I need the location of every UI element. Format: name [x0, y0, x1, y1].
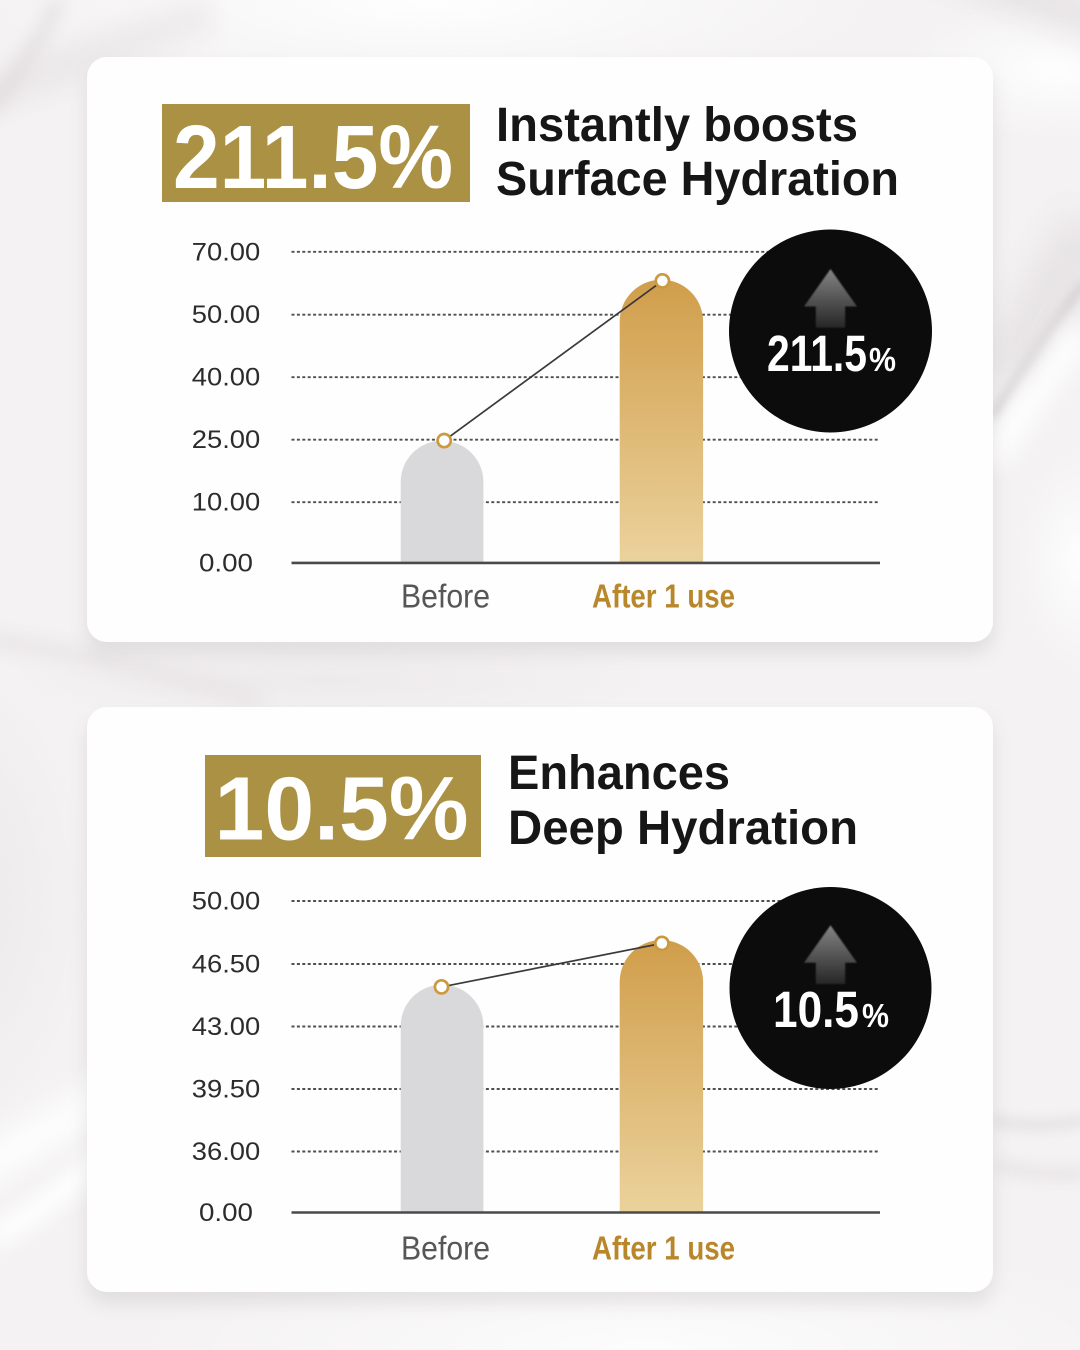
svg-text:211.5%: 211.5%	[173, 108, 453, 208]
svg-text:0.00: 0.00	[199, 549, 253, 577]
svg-text:36.00: 36.00	[192, 1138, 261, 1166]
svg-text:%: %	[862, 997, 889, 1034]
svg-text:40.00: 40.00	[192, 364, 261, 392]
svg-text:Enhances: Enhances	[508, 747, 730, 800]
svg-text:43.00: 43.00	[192, 1013, 261, 1041]
svg-text:25.00: 25.00	[192, 426, 261, 454]
svg-text:Deep Hydration: Deep Hydration	[508, 802, 858, 855]
svg-text:Surface Hydration: Surface Hydration	[496, 153, 899, 206]
svg-text:70.00: 70.00	[192, 238, 261, 266]
svg-text:10.5%: 10.5%	[215, 760, 469, 860]
svg-text:0.00: 0.00	[199, 1199, 253, 1227]
svg-text:After 1 use: After 1 use	[592, 1230, 735, 1267]
svg-text:50.00: 50.00	[192, 888, 261, 916]
svg-text:After 1 use: After 1 use	[592, 578, 735, 615]
svg-text:%: %	[869, 341, 896, 378]
svg-text:Before: Before	[401, 1230, 490, 1267]
svg-text:10.5: 10.5	[773, 981, 859, 1038]
svg-text:46.50: 46.50	[192, 951, 261, 979]
svg-text:50.00: 50.00	[192, 301, 261, 329]
svg-text:10.00: 10.00	[192, 489, 261, 517]
svg-text:39.50: 39.50	[192, 1076, 261, 1104]
svg-text:Before: Before	[401, 578, 490, 615]
svg-text:211.5: 211.5	[767, 325, 867, 382]
svg-text:Instantly boosts: Instantly boosts	[496, 99, 858, 152]
